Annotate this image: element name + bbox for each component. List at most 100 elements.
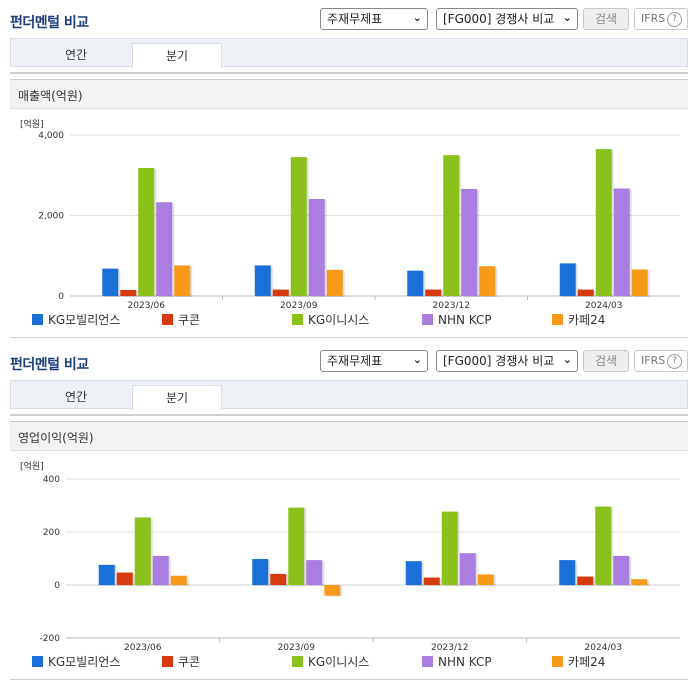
bar [156,202,173,296]
divider [10,72,688,74]
bar [559,560,576,585]
chart-legend: KG모빌리언스 쿠콘 KG이니시스 NHN KCP 카페24 [32,654,682,670]
competitor-select[interactable]: [FG000] 경쟁사 비교 ⌄ [436,8,578,30]
legend-swatch [292,656,303,667]
legend-item[interactable]: NHN KCP [422,654,492,670]
legend-swatch [162,314,173,325]
tab-annual[interactable]: 연간 [64,48,88,62]
period-tabs: 연간 분기 [10,380,688,410]
divider [10,337,688,338]
bar [134,517,151,585]
legend-swatch [422,314,433,325]
y-tick-label: 0 [54,581,60,591]
legend-item[interactable]: 카페24 [552,312,605,328]
bar [405,561,422,585]
metric-title: 영업이익(억원) [18,431,94,445]
x-tick-label: 2024/03 [585,301,622,311]
legend-item[interactable]: NHN KCP [422,312,492,328]
y-tick-label: 2,000 [38,212,64,222]
tab-annual[interactable]: 연간 [64,390,88,404]
legend-swatch [552,656,563,667]
chevron-down-icon: ⌄ [412,353,422,366]
legend-label: KG모빌리언스 [48,655,121,669]
ifrs-label: IFRS [641,354,666,367]
metric-header: 매출액(억원) [10,79,688,109]
bar [170,575,187,585]
tab-quarterly[interactable]: 분기 [132,385,222,410]
legend-swatch [162,656,173,667]
legend-item[interactable]: KG모빌리언스 [32,654,120,670]
bar [152,555,169,585]
bar [595,149,612,296]
bar [595,506,612,585]
statement-select[interactable]: 주재무제표 ⌄ [320,8,428,30]
bar [613,188,630,296]
chevron-down-icon: ⌄ [562,11,572,24]
legend-swatch [292,314,303,325]
y-tick-label: 400 [43,475,60,485]
legend-item[interactable]: KG모빌리언스 [32,312,120,328]
bar [308,198,325,296]
bar [631,269,648,296]
bar [306,560,323,585]
legend-item[interactable]: KG이니시스 [292,312,369,328]
operating-profit-bar-chart: -200 0 200 400 2023/06 2023/09 2023/12 2024/03 [40,475,680,653]
x-tick-label: 2023/12 [431,643,468,653]
bar [272,289,289,296]
legend-item[interactable]: 쿠콘 [162,312,200,328]
bar [441,511,458,585]
x-tick-label: 2023/06 [124,643,162,653]
legend-label: NHN KCP [438,313,492,327]
legend-item[interactable]: 카페24 [552,654,605,670]
bar [613,555,630,585]
bar [138,168,155,296]
statement-select-value: 주재무제표 [327,12,383,26]
chart-legend: KG모빌리언스 쿠콘 KG이니시스 NHN KCP 카페24 [32,312,682,328]
bar [174,265,191,296]
y-tick-label: -200 [40,634,61,644]
y-tick-label: 200 [43,528,60,538]
metric-header: 영업이익(억원) [10,421,688,451]
help-icon[interactable]: ? [667,12,682,27]
bar [270,573,287,585]
search-button[interactable]: 검색 [583,8,629,30]
competitor-select-value: [FG000] 경쟁사 비교 [443,354,555,368]
chevron-down-icon: ⌄ [562,353,572,366]
search-button[interactable]: 검색 [583,350,629,372]
ifrs-label: IFRS [641,12,666,25]
ifrs-button[interactable]: IFRS ? [634,350,688,372]
bar [425,289,442,296]
legend-swatch [422,656,433,667]
divider [10,679,688,680]
y-unit-label: [억원] [20,462,44,472]
competitor-select[interactable]: [FG000] 경쟁사 비교 ⌄ [436,350,578,372]
divider [10,414,688,416]
bar [461,188,478,296]
bar [252,559,269,585]
bar [577,289,594,296]
bar [577,576,594,585]
panel-title: 펀더멘털 비교 [10,15,89,31]
legend-label: KG이니시스 [308,313,370,327]
tab-quarterly[interactable]: 분기 [132,43,222,68]
x-tick-label: 2023/06 [128,301,166,311]
ifrs-button[interactable]: IFRS ? [634,8,688,30]
legend-label: 카페24 [568,313,606,327]
x-tick-label: 2023/12 [433,301,470,311]
legend-label: 카페24 [568,655,606,669]
y-unit-label: [억원] [20,120,44,130]
legend-label: 쿠콘 [178,655,201,669]
help-icon[interactable]: ? [667,354,682,369]
legend-item[interactable]: KG이니시스 [292,654,369,670]
legend-swatch [32,656,43,667]
metric-title: 매출액(억원) [18,89,83,103]
panel-title: 펀더멘털 비교 [10,357,89,373]
bar [459,553,476,585]
legend-label: NHN KCP [438,655,492,669]
legend-swatch [552,314,563,325]
y-tick-label: 0 [58,292,64,302]
bar [288,507,305,585]
bar [423,577,440,585]
legend-item[interactable]: 쿠콘 [162,654,200,670]
statement-select[interactable]: 주재무제표 ⌄ [320,350,428,372]
